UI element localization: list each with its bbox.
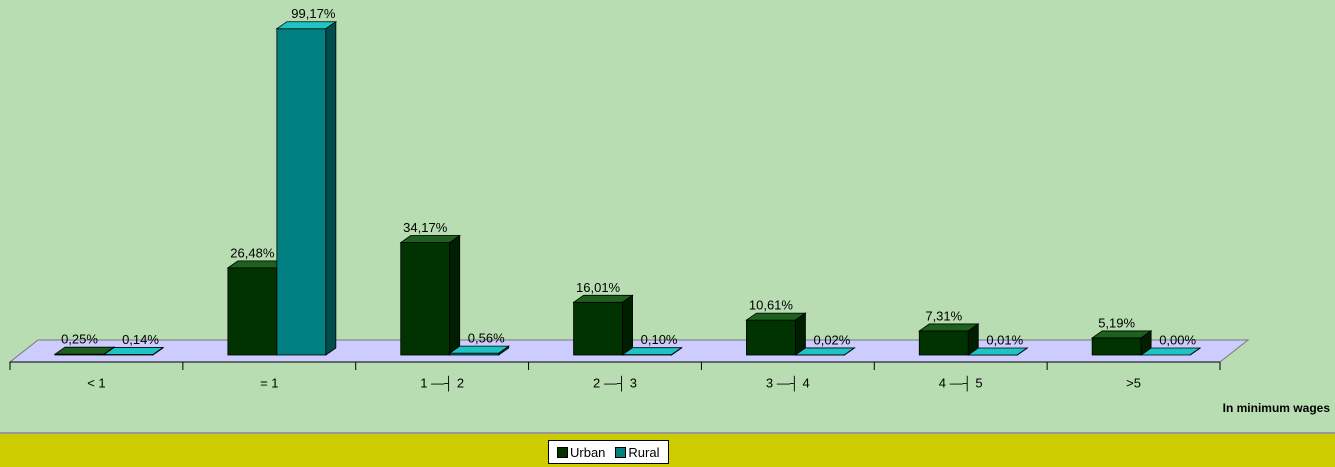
x-tick-label: 2 —┤ 3: [593, 375, 637, 391]
bar: [745, 312, 807, 356]
data-label: 0,14%: [122, 332, 159, 347]
bar: [621, 346, 683, 356]
data-label: 0,02%: [813, 332, 850, 347]
x-tick-label: 4 —┤ 5: [939, 375, 983, 391]
bar: [918, 323, 980, 356]
data-label: 34,17%: [403, 220, 448, 235]
bar-side: [622, 294, 633, 356]
data-label: 0,56%: [468, 331, 505, 346]
data-label: 0,01%: [986, 332, 1023, 347]
legend-label: Rural: [628, 444, 660, 460]
bar-side: [498, 345, 510, 356]
data-label: 5,19%: [1098, 315, 1135, 330]
x-axis-title: In minimum wages: [1223, 401, 1331, 415]
bar-side: [1016, 347, 1028, 356]
x-tick-label: 1 —┤ 2: [420, 375, 464, 391]
bar-front: [1091, 337, 1142, 356]
bar-side: [671, 346, 682, 356]
chart: In minimum wages < 1 0,25% 0,14% = 1 26,48% 9…: [8, 6, 1331, 415]
bar: [794, 347, 856, 356]
bar-front: [746, 319, 796, 356]
bar: [1139, 347, 1202, 356]
bar: [967, 347, 1029, 356]
x-tick-label: 3 —┤ 4: [766, 375, 810, 391]
x-tick-label: = 1: [260, 375, 278, 390]
data-label: 10,61%: [749, 298, 794, 313]
bar: [275, 20, 338, 356]
data-label: 16,01%: [576, 280, 621, 295]
bar-side: [844, 347, 855, 356]
legend-swatch: [615, 446, 627, 458]
bar: [226, 260, 289, 356]
bar: [572, 294, 634, 356]
data-label: 26,48%: [230, 245, 275, 260]
bar-side: [152, 346, 164, 356]
bar-side: [325, 20, 337, 356]
bar-front: [276, 28, 327, 356]
x-tick-label: < 1: [87, 375, 105, 390]
x-tick-label: >5: [1126, 375, 1141, 390]
data-label: 0,00%: [1159, 332, 1196, 347]
data-label: 0,25%: [61, 332, 98, 347]
legend: Urban Rural: [548, 440, 669, 464]
bar-side: [1189, 347, 1201, 356]
legend-item: Rural: [615, 444, 660, 460]
data-label: 99,17%: [291, 6, 336, 21]
bar-side: [449, 234, 461, 356]
legend-item: Urban: [557, 445, 605, 460]
bar: [399, 234, 461, 356]
bar: [1090, 330, 1153, 356]
legend-swatch: [557, 446, 568, 458]
bar-front: [573, 301, 623, 356]
bar-front: [227, 267, 278, 356]
legend-label: Urban: [570, 444, 606, 460]
bar-front: [400, 242, 451, 356]
data-label: 7,31%: [925, 308, 962, 323]
bar-front: [918, 330, 969, 356]
bar: [448, 345, 510, 356]
bar: [102, 346, 165, 356]
data-label: 0,10%: [641, 332, 678, 347]
